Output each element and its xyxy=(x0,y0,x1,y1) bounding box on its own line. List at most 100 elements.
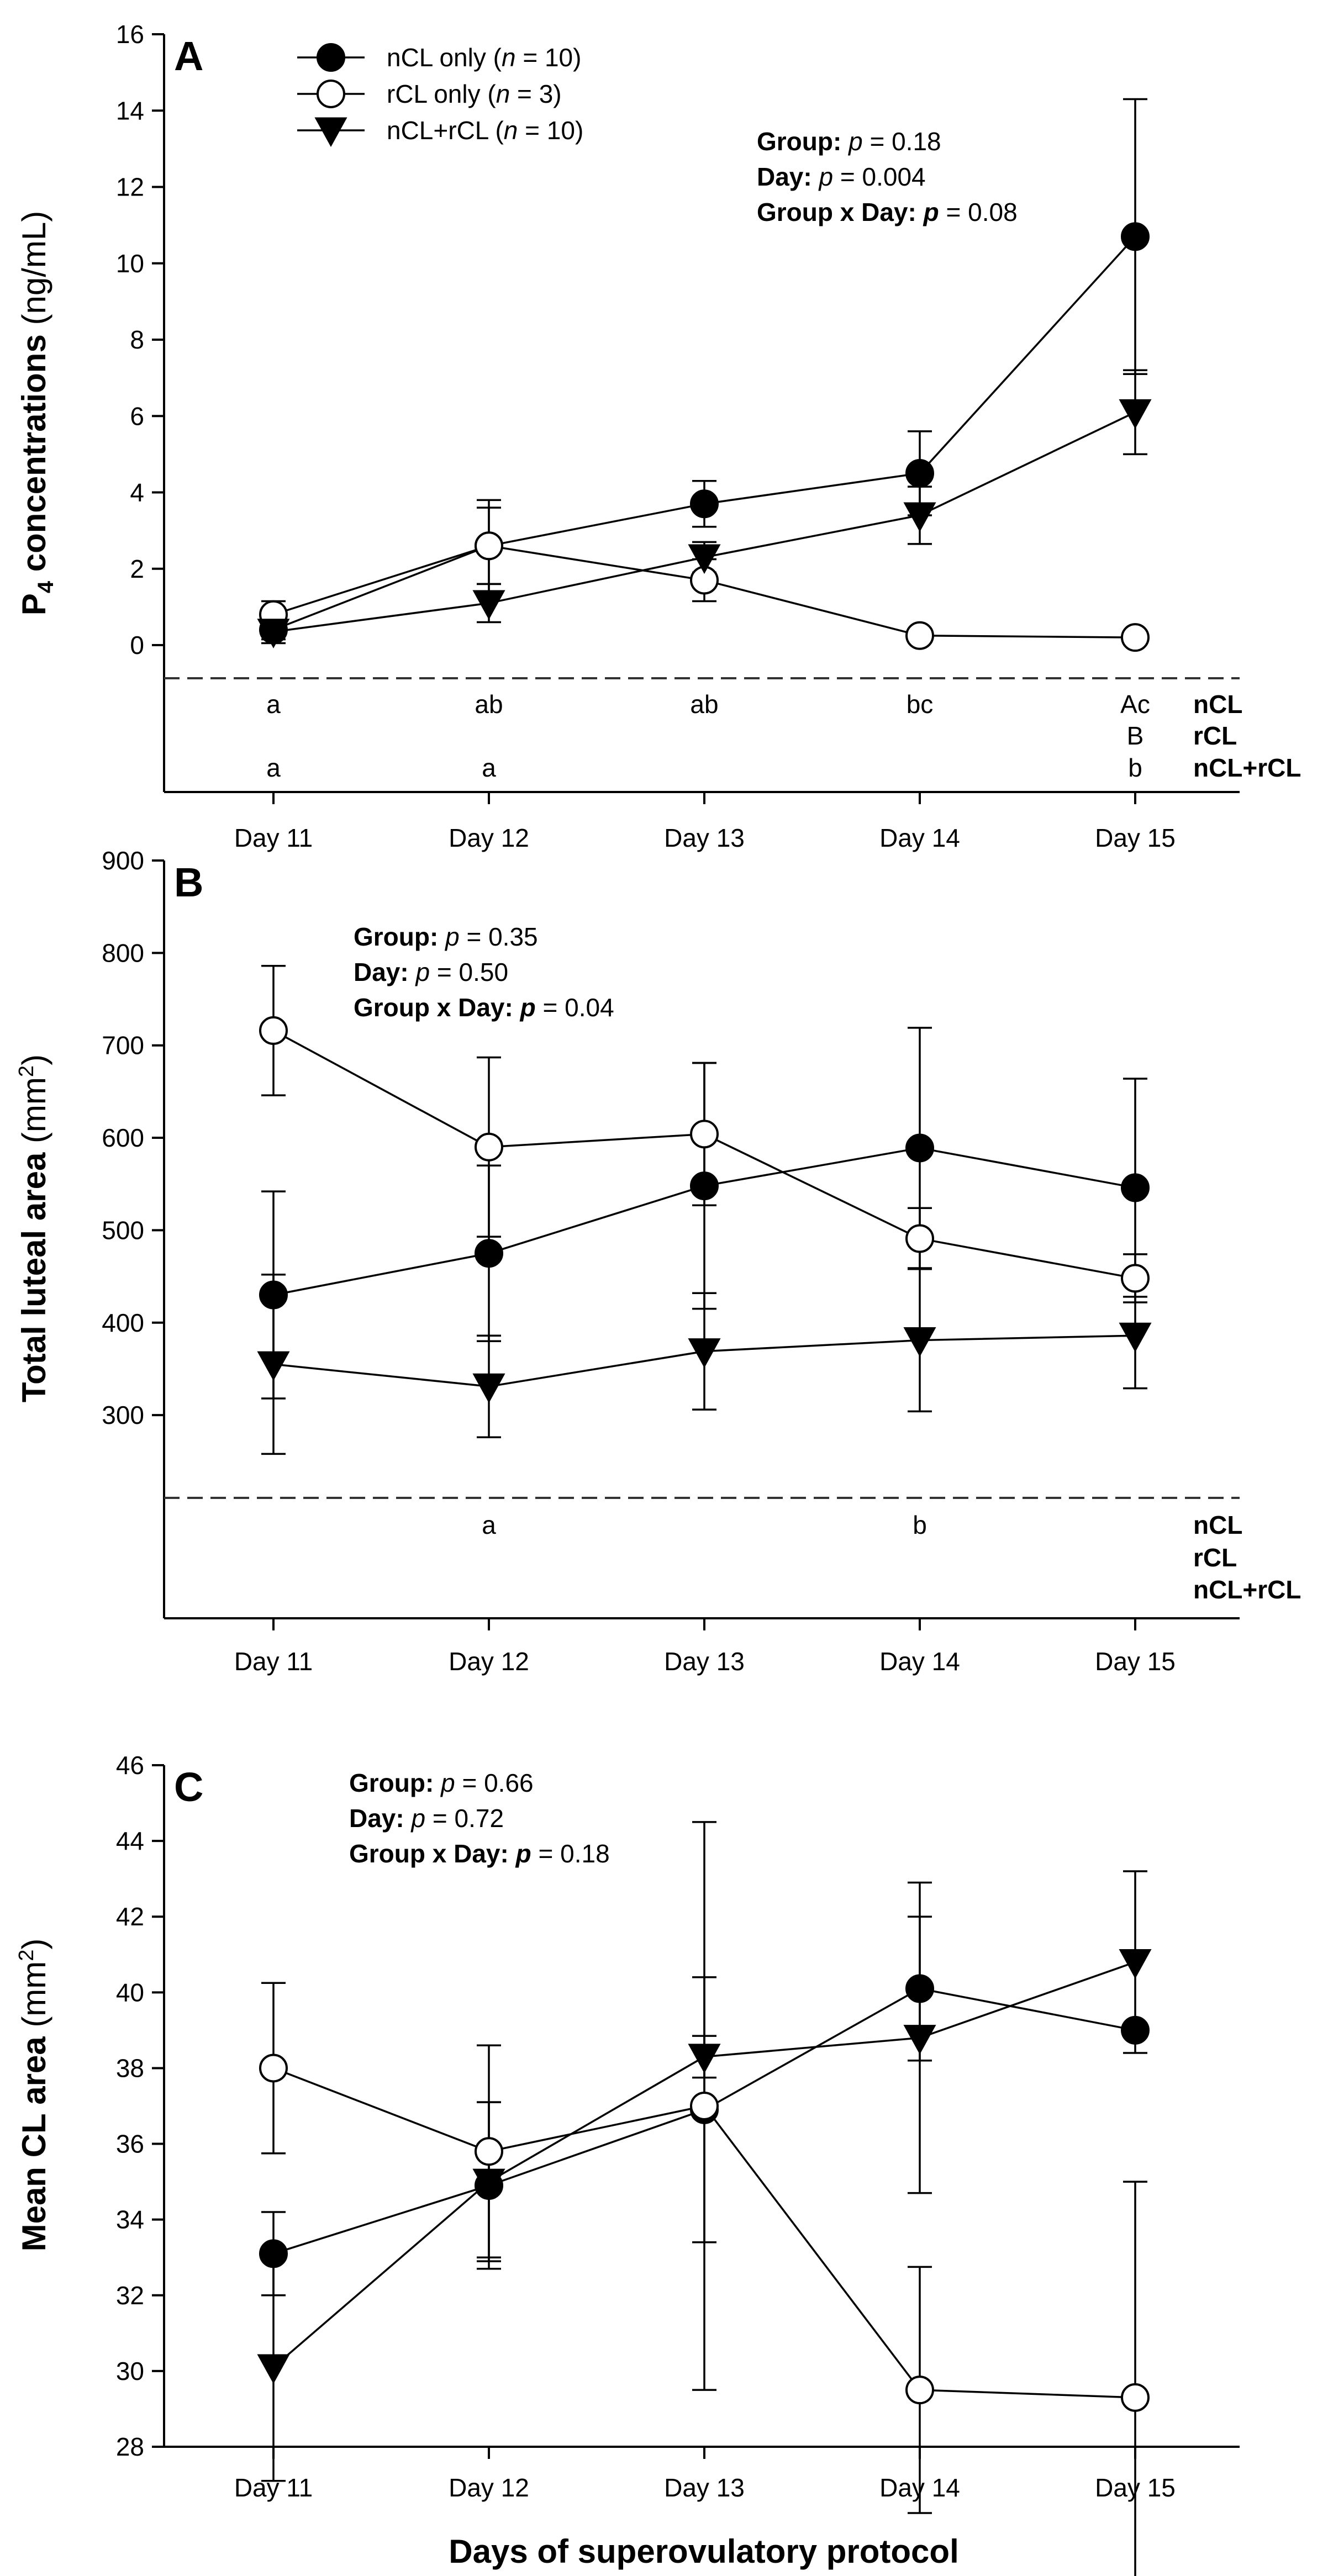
data-point-marker xyxy=(472,1373,505,1403)
y-tick-label: 500 xyxy=(102,1216,144,1244)
legend-text-main: nCL only ( xyxy=(387,43,502,72)
stats-space xyxy=(434,1769,441,1797)
data-point-marker xyxy=(1121,1173,1150,1202)
y-tick-label: 12 xyxy=(116,173,144,202)
data-point-marker xyxy=(259,2054,288,2083)
x-axis-title: Days of superovulatory protocol xyxy=(449,2533,959,2570)
x-tick-label: Day 11 xyxy=(234,824,313,852)
legend-marker xyxy=(317,43,345,72)
stats-line: Day: p = 0.72 xyxy=(349,1804,504,1833)
x-tick-label: Day 14 xyxy=(879,824,960,852)
significance-letter: ab xyxy=(690,690,718,719)
stats-space xyxy=(513,993,520,1022)
y-axis-title: P4 concentrations (ng/mL) xyxy=(15,211,58,615)
stats-space xyxy=(409,958,416,986)
data-point-marker xyxy=(905,1974,934,2003)
group-label: nCL xyxy=(1193,1511,1242,1539)
ylabel-superscript: 2 xyxy=(15,1065,38,1077)
x-tick-label: Day 14 xyxy=(879,1647,960,1676)
y-axis-title: Total luteal area (mm2) xyxy=(15,1054,52,1402)
significance-letter: ab xyxy=(475,690,503,719)
chart-panel-A: 0 2 4 6 8 10 12 14 16 Day 11 Day 12 Day 13 Day 14 Day… xyxy=(15,20,1301,852)
data-point-marker xyxy=(905,458,934,488)
stats-p-symbol: p xyxy=(847,127,863,156)
data-point-marker xyxy=(903,1327,936,1357)
data-point-marker xyxy=(690,1171,719,1201)
y-tick-label: 8 xyxy=(130,325,144,354)
y-tick-label: 300 xyxy=(102,1401,144,1429)
stats-space xyxy=(812,162,819,191)
x-tick-label: Day 13 xyxy=(664,2473,745,2502)
stats-value: = 0.35 xyxy=(460,922,538,951)
data-point-marker xyxy=(475,1132,503,1162)
ylabel-space xyxy=(15,325,52,335)
data-point-marker xyxy=(903,502,936,532)
stats-line: Group x Day: p = 0.08 xyxy=(757,198,1018,226)
stats-line: Group: p = 0.66 xyxy=(349,1769,534,1797)
stats-value: = 0.66 xyxy=(455,1769,534,1797)
ylabel-main: concentrations xyxy=(15,334,52,581)
significance-letter: a xyxy=(482,1511,496,1539)
y-tick-label: 14 xyxy=(116,96,144,125)
y-tick-label: 4 xyxy=(130,478,144,507)
stats-label: Group: xyxy=(757,127,841,156)
stats-value: = 0.04 xyxy=(536,993,614,1022)
ylabel-unit: (mm xyxy=(15,1961,52,2028)
stats-p-symbol: p xyxy=(818,162,834,191)
legend-text-main: rCL only ( xyxy=(387,80,496,108)
ylabel-close-paren: ) xyxy=(15,1939,52,1950)
ylabel-superscript: 2 xyxy=(15,1950,38,1961)
x-tick-label: Day 15 xyxy=(1095,1647,1176,1676)
panel-letter: A xyxy=(174,33,203,79)
data-point-marker xyxy=(1119,399,1152,429)
stats-value: = 0.004 xyxy=(833,162,926,191)
stats-space xyxy=(916,198,924,226)
data-point-marker xyxy=(257,2354,290,2384)
data-point-marker xyxy=(688,2044,721,2073)
stats-space xyxy=(404,1804,412,1833)
stats-value: = 0.18 xyxy=(531,1839,610,1868)
stats-line: Group x Day: p = 0.04 xyxy=(354,993,614,1022)
data-point-marker xyxy=(688,1338,721,1368)
y-tick-label: 38 xyxy=(116,2054,144,2082)
stats-p-symbol: p xyxy=(444,922,460,951)
data-point-marker xyxy=(472,590,505,620)
stats-p-symbol: p xyxy=(519,993,536,1022)
ylabel-unit: (ng/mL) xyxy=(15,211,52,325)
group-label: rCL xyxy=(1193,1543,1237,1572)
group-label: nCL xyxy=(1193,690,1242,719)
stats-p-symbol: p xyxy=(440,1769,455,1797)
y-tick-label: 2 xyxy=(130,555,144,583)
panel-letter: B xyxy=(174,859,203,905)
legend: nCL only (n = 10)rCL only (n = 3)nCL+rCL… xyxy=(297,43,583,147)
data-point-marker xyxy=(1121,2383,1150,2412)
data-point-marker xyxy=(690,1120,719,1149)
ylabel-main: Total luteal area xyxy=(15,1152,52,1402)
data-point-marker xyxy=(259,1016,288,1045)
stats-line: Group: p = 0.18 xyxy=(757,127,941,156)
legend-n-symbol: n xyxy=(496,80,510,108)
significance-letter: a xyxy=(266,690,281,719)
data-point-marker xyxy=(1121,222,1150,251)
stats-line: Day: p = 0.50 xyxy=(354,958,508,986)
y-tick-label: 16 xyxy=(116,20,144,49)
legend-n-value: = 3) xyxy=(510,80,561,108)
significance-letter: Ac xyxy=(1120,690,1150,719)
y-tick-label: 34 xyxy=(116,2205,144,2234)
ylabel-space xyxy=(15,1143,52,1153)
data-point-marker xyxy=(690,2092,719,2120)
significance-letter: b xyxy=(913,1511,927,1539)
stats-p-symbol: p xyxy=(923,198,939,226)
group-label: nCL+rCL xyxy=(1193,753,1301,782)
y-tick-label: 900 xyxy=(102,846,144,875)
group-label: nCL+rCL xyxy=(1193,1575,1301,1604)
data-point-marker xyxy=(259,1280,288,1310)
significance-letter: b xyxy=(1128,753,1142,782)
stats-p-symbol: p xyxy=(410,1804,426,1833)
data-point-marker xyxy=(1119,1949,1152,1979)
y-tick-label: 700 xyxy=(102,1031,144,1060)
y-tick-label: 32 xyxy=(116,2281,144,2310)
data-point-marker xyxy=(259,2239,288,2268)
